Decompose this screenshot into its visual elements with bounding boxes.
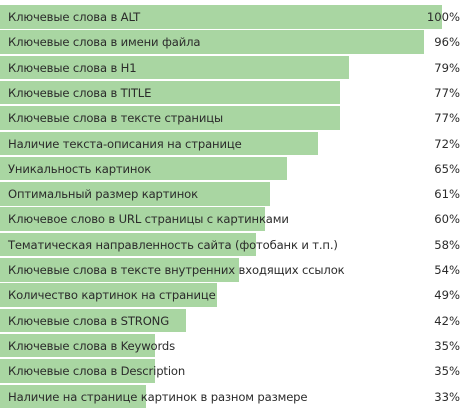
- value-label: 61%: [434, 187, 460, 202]
- bar-row: Наличие текста-описания на странице 72%: [0, 131, 474, 155]
- value-label: 100%: [426, 10, 460, 24]
- value-label: 58%: [434, 237, 460, 252]
- bar-row: Тематическая направленность сайта (фотоб…: [0, 232, 474, 257]
- value-label: 33%: [434, 389, 460, 404]
- bar: [0, 207, 266, 231]
- value-label: 60%: [434, 212, 460, 227]
- bar-row: Наличие на странице картинок в разном ра…: [0, 384, 474, 408]
- bar: [0, 384, 146, 408]
- bar: [0, 258, 239, 282]
- bar: [0, 5, 442, 29]
- bar: [0, 106, 341, 130]
- category-label: Ключевые слова в тексте внутренних входя…: [8, 263, 345, 277]
- bar-row: Ключевые слова в Description 35%: [0, 359, 474, 383]
- bar-row: Ключевое слово в URL страницы с картинка…: [0, 207, 474, 231]
- value-label: 65%: [434, 161, 460, 176]
- bar-row: Оптимальный размер картинок 61%: [0, 182, 474, 206]
- bar-row: Ключевые слова в ALT 100%: [0, 5, 474, 29]
- value-label: 54%: [434, 263, 460, 277]
- bar: [0, 55, 350, 80]
- value-label: 35%: [434, 364, 460, 379]
- value-label: 72%: [434, 136, 460, 151]
- category-label: Оптимальный размер картинок: [8, 187, 198, 202]
- value-label: 79%: [434, 60, 460, 75]
- category-label: Наличие на странице картинок в разном ра…: [8, 389, 308, 404]
- category-label: Ключевые слова в Keywords: [8, 338, 176, 353]
- bar: [0, 156, 288, 181]
- bar: [0, 80, 341, 105]
- category-label: Ключевые слова в TITLE: [8, 85, 152, 100]
- value-label: 77%: [434, 111, 460, 126]
- category-label: Тематическая направленность сайта (фотоб…: [8, 237, 338, 252]
- value-label: 35%: [434, 338, 460, 353]
- category-label: Ключевые слова в ALT: [8, 10, 141, 24]
- value-label: 77%: [434, 85, 460, 100]
- bar: [0, 359, 155, 383]
- bar: [0, 333, 155, 358]
- bar-row: Ключевые слова в TITLE 77%: [0, 80, 474, 105]
- value-label: 42%: [434, 313, 460, 328]
- value-label: 96%: [434, 35, 460, 50]
- category-label: Ключевые слова в Description: [8, 364, 186, 379]
- bar: [0, 131, 319, 155]
- bar-row: Ключевые слова в STRONG 42%: [0, 308, 474, 333]
- bar-row: Ключевые слова в тексте страницы 77%: [0, 106, 474, 130]
- bar: [0, 182, 270, 206]
- category-label: Уникальность картинок: [8, 161, 152, 176]
- bar-row: Ключевые слова в H1 79%: [0, 55, 474, 80]
- bar: [0, 30, 425, 54]
- value-label: 49%: [434, 288, 460, 303]
- category-label: Наличие текста-описания на странице: [8, 136, 242, 151]
- bar: [0, 308, 186, 333]
- bar-row: Ключевые слова в тексте внутренних входя…: [0, 258, 474, 282]
- category-label: Ключевые слова в тексте страницы: [8, 111, 223, 126]
- bar-row: Уникальность картинок 65%: [0, 156, 474, 181]
- bar-row: Ключевые слова в Keywords 35%: [0, 333, 474, 358]
- category-label: Ключевое слово в URL страницы с картинка…: [8, 212, 289, 227]
- bar-row: Ключевые слова в имени файла 96%: [0, 30, 474, 54]
- bar: [0, 232, 257, 257]
- bar: [0, 283, 217, 307]
- category-label: Ключевые слова в STRONG: [8, 313, 170, 328]
- category-label: Ключевые слова в H1: [8, 60, 137, 75]
- category-label: Количество картинок на странице: [8, 288, 216, 303]
- category-label: Ключевые слова в имени файла: [8, 35, 201, 50]
- bar-row: Количество картинок на странице 49%: [0, 283, 474, 307]
